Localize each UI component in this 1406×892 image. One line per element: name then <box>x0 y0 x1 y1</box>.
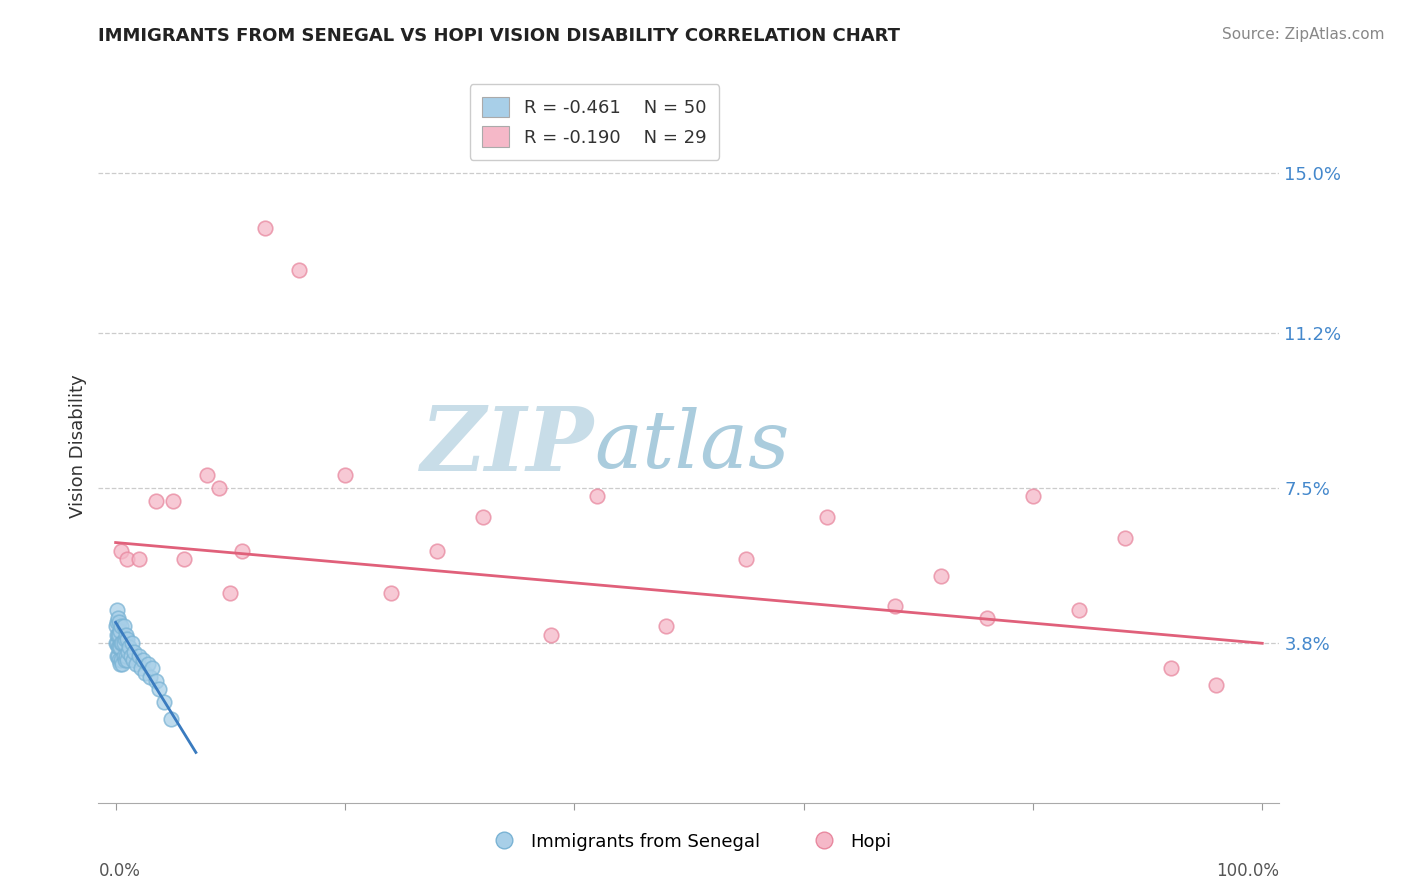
Point <box>105 648 128 663</box>
Point <box>108 657 131 672</box>
Point <box>426 544 449 558</box>
Point <box>115 552 138 566</box>
Point <box>108 615 131 630</box>
Point <box>104 619 127 633</box>
Point <box>132 653 155 667</box>
Point <box>540 628 562 642</box>
Point <box>117 645 139 659</box>
Point <box>1067 603 1090 617</box>
Point <box>121 653 143 667</box>
Text: IMMIGRANTS FROM SENEGAL VS HOPI VISION DISABILITY CORRELATION CHART: IMMIGRANTS FROM SENEGAL VS HOPI VISION D… <box>98 27 900 45</box>
Point <box>114 653 136 667</box>
Point <box>110 653 132 667</box>
Point <box>380 586 402 600</box>
Point <box>134 665 156 680</box>
Point <box>105 603 128 617</box>
Point <box>110 636 132 650</box>
Point <box>105 628 128 642</box>
Point <box>105 636 128 650</box>
Point <box>111 636 134 650</box>
Point <box>735 552 758 566</box>
Point <box>231 544 253 558</box>
Point <box>139 670 162 684</box>
Legend: Immigrants from Senegal, Hopi: Immigrants from Senegal, Hopi <box>479 826 898 858</box>
Point <box>208 481 231 495</box>
Point <box>111 657 134 672</box>
Point <box>112 636 135 650</box>
Point <box>929 569 952 583</box>
Point <box>976 611 998 625</box>
Point <box>141 661 163 675</box>
Point <box>1114 532 1136 546</box>
Point <box>195 468 218 483</box>
Point <box>110 619 132 633</box>
Point <box>107 648 129 663</box>
Point <box>125 657 148 672</box>
Point <box>118 640 141 655</box>
Point <box>162 493 184 508</box>
Point <box>120 648 142 663</box>
Point <box>122 645 145 659</box>
Point <box>136 657 159 672</box>
Point <box>112 619 135 633</box>
Point <box>219 586 242 600</box>
Point <box>110 544 132 558</box>
Point <box>586 489 609 503</box>
Point <box>471 510 494 524</box>
Point <box>108 624 131 638</box>
Point <box>104 636 127 650</box>
Point <box>107 611 129 625</box>
Point <box>815 510 838 524</box>
Point <box>108 653 131 667</box>
Point <box>115 648 138 663</box>
Point <box>115 628 138 642</box>
Point <box>108 628 131 642</box>
Point <box>288 262 311 277</box>
Point <box>105 615 128 630</box>
Point <box>115 653 138 667</box>
Y-axis label: Vision Disability: Vision Disability <box>69 374 87 518</box>
Point <box>121 636 143 650</box>
Text: 0.0%: 0.0% <box>98 862 141 880</box>
Point <box>655 619 678 633</box>
Point <box>253 220 276 235</box>
Point <box>1160 661 1182 675</box>
Point <box>333 468 356 483</box>
Point <box>129 661 152 675</box>
Point <box>128 648 150 663</box>
Point <box>1205 678 1227 692</box>
Point <box>173 552 195 566</box>
Text: Source: ZipAtlas.com: Source: ZipAtlas.com <box>1222 27 1385 42</box>
Point <box>108 640 131 655</box>
Point <box>128 552 150 566</box>
Point <box>159 712 181 726</box>
Point <box>148 682 170 697</box>
Point <box>152 695 174 709</box>
Point <box>114 632 136 646</box>
Point <box>145 674 167 689</box>
Text: atlas: atlas <box>595 408 790 484</box>
Point <box>145 493 167 508</box>
Point <box>1022 489 1045 503</box>
Point <box>107 628 129 642</box>
Point <box>107 640 129 655</box>
Point <box>112 648 135 663</box>
Point <box>884 599 907 613</box>
Text: ZIP: ZIP <box>420 403 595 489</box>
Point <box>108 640 131 655</box>
Text: 100.0%: 100.0% <box>1216 862 1279 880</box>
Point <box>115 632 138 646</box>
